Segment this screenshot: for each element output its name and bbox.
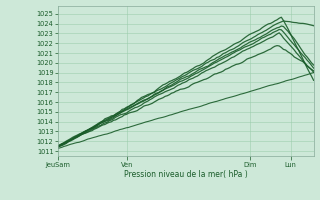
X-axis label: Pression niveau de la mer( hPa ): Pression niveau de la mer( hPa ) — [124, 170, 247, 179]
